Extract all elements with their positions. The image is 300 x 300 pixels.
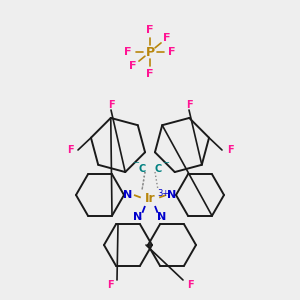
Text: C: C [154,164,162,174]
Text: F: F [108,100,114,110]
Text: F: F [146,69,154,79]
Text: 3+: 3+ [157,188,169,197]
Text: −: − [163,158,170,167]
Text: N: N [158,212,166,222]
Text: F: F [107,280,113,290]
Text: F: F [168,47,176,57]
Text: C: C [138,164,146,174]
Text: F: F [67,145,73,155]
Text: F: F [163,33,171,43]
Text: N: N [167,190,177,200]
Text: F: F [187,280,193,290]
Text: Ir: Ir [145,191,155,205]
Text: −: − [133,158,140,167]
Text: N: N [134,212,142,222]
Text: F: F [146,25,154,35]
Text: F: F [129,61,137,71]
Text: F: F [186,100,192,110]
Text: P: P [146,46,154,59]
Text: N: N [123,190,133,200]
Text: F: F [124,47,132,57]
Text: F: F [227,145,233,155]
